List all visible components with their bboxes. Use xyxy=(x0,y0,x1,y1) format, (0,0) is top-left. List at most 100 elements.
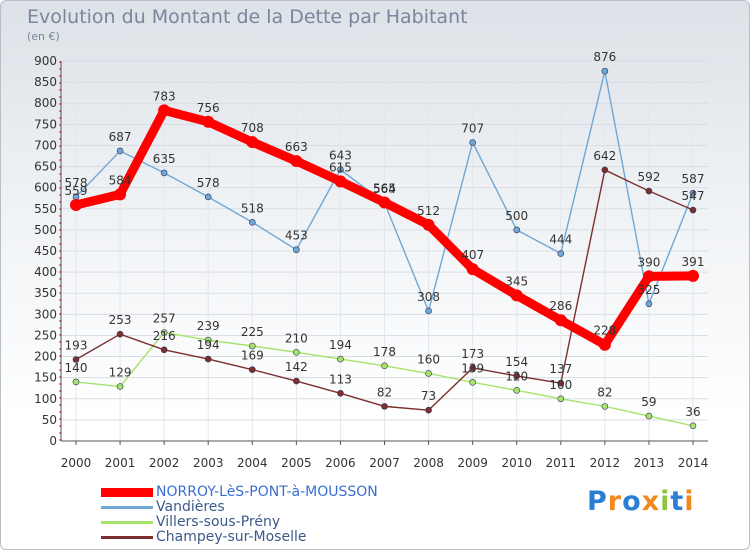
data-point xyxy=(248,218,256,226)
data-point xyxy=(202,115,215,128)
legend-label: Vandières xyxy=(156,499,225,515)
data-label: 82 xyxy=(597,385,612,399)
y-tick-label: 0 xyxy=(49,434,57,448)
data-label: 193 xyxy=(65,339,88,353)
data-label: 154 xyxy=(505,355,528,369)
data-point xyxy=(645,187,653,195)
logo-letter: r xyxy=(607,486,623,517)
data-point xyxy=(645,300,653,308)
data-label: 113 xyxy=(329,372,352,386)
logo-letter: i xyxy=(660,486,671,517)
data-label: 592 xyxy=(637,170,660,184)
y-tick-label: 450 xyxy=(34,244,57,258)
x-tick-label: 2002 xyxy=(149,456,180,470)
data-point xyxy=(116,383,124,390)
data-point xyxy=(642,270,655,283)
y-tick-label: 550 xyxy=(34,202,57,216)
y-tick-label: 150 xyxy=(34,371,57,385)
legend-label: NORROY-LèS-PONT-à-MOUSSON xyxy=(156,484,378,500)
x-tick-label: 2013 xyxy=(634,456,665,470)
data-point xyxy=(510,289,523,302)
legend-label: Champey-sur-Moselle xyxy=(156,529,307,545)
data-label: 194 xyxy=(197,338,220,352)
data-label: 73 xyxy=(421,389,436,403)
data-point xyxy=(337,389,344,397)
data-label: 783 xyxy=(153,89,176,103)
data-point xyxy=(158,104,171,117)
data-label: 500 xyxy=(505,209,528,223)
data-label: 512 xyxy=(417,204,440,218)
data-label: 308 xyxy=(417,290,440,304)
data-point xyxy=(687,269,699,282)
x-tick-label: 2008 xyxy=(413,456,444,470)
data-label: 173 xyxy=(461,347,484,361)
data-label: 547 xyxy=(682,189,705,203)
data-label: 518 xyxy=(241,201,264,215)
data-label: 587 xyxy=(682,172,705,186)
x-tick-label: 2004 xyxy=(237,456,268,470)
x-tick-label: 2000 xyxy=(61,456,92,470)
data-label: 194 xyxy=(329,338,352,352)
data-point xyxy=(116,330,124,338)
data-label: 178 xyxy=(373,345,396,359)
data-label: 120 xyxy=(505,369,528,383)
data-point xyxy=(425,406,432,414)
data-point xyxy=(293,349,300,356)
data-label: 225 xyxy=(241,325,264,339)
data-point xyxy=(337,355,344,363)
y-tick-label: 850 xyxy=(34,75,57,89)
line-chart: 0 50 100 150 200 250 300 350 400 450 500 550 600 650 7… xyxy=(34,50,708,470)
data-point xyxy=(204,193,212,201)
y-tick-label: 600 xyxy=(34,181,57,195)
y-tick-label: 250 xyxy=(34,328,57,342)
y-tick-label: 50 xyxy=(42,413,57,427)
data-label: 139 xyxy=(461,361,484,375)
data-point xyxy=(378,196,391,209)
data-point xyxy=(557,379,565,387)
data-point xyxy=(689,422,697,430)
data-label: 584 xyxy=(109,173,132,187)
chart-title: Evolution du Montant de la Dette par Hab… xyxy=(27,6,468,28)
data-point xyxy=(513,387,521,394)
data-label: 453 xyxy=(285,229,308,243)
data-point xyxy=(513,226,521,234)
data-point xyxy=(689,206,697,214)
y-tick-label: 900 xyxy=(34,54,57,68)
data-point xyxy=(425,307,432,315)
logo-letter: P xyxy=(587,486,608,517)
data-label: 559 xyxy=(65,184,88,198)
data-point xyxy=(72,378,80,386)
data-label: 756 xyxy=(197,101,220,115)
data-point xyxy=(469,379,476,386)
data-label: 169 xyxy=(241,349,264,363)
y-tick-label: 350 xyxy=(34,286,57,300)
legend-label: Villers-sous-Prény xyxy=(156,514,281,530)
data-point xyxy=(248,342,256,350)
unit-label: (en €) xyxy=(27,30,60,43)
data-label: 407 xyxy=(461,248,484,262)
y-tick-label: 750 xyxy=(34,117,57,131)
data-label: 36 xyxy=(685,405,700,419)
data-point xyxy=(422,218,435,231)
data-point xyxy=(248,366,256,373)
data-label: 615 xyxy=(329,160,352,174)
data-point xyxy=(601,403,609,410)
data-label: 391 xyxy=(682,255,705,269)
data-label: 325 xyxy=(637,283,660,297)
data-label: 137 xyxy=(549,362,572,376)
data-label: 876 xyxy=(593,50,616,64)
data-label: 635 xyxy=(153,152,176,166)
data-label: 578 xyxy=(65,176,88,190)
data-label: 82 xyxy=(377,385,392,399)
data-point xyxy=(425,370,432,377)
x-tick-label: 2005 xyxy=(281,456,312,470)
data-point xyxy=(334,175,347,188)
data-point xyxy=(160,169,168,177)
data-label: 160 xyxy=(417,352,440,366)
data-point xyxy=(204,336,212,344)
data-point xyxy=(513,372,521,380)
data-label: 253 xyxy=(109,313,132,327)
logo-letter: o xyxy=(622,486,642,517)
data-point xyxy=(554,314,567,327)
